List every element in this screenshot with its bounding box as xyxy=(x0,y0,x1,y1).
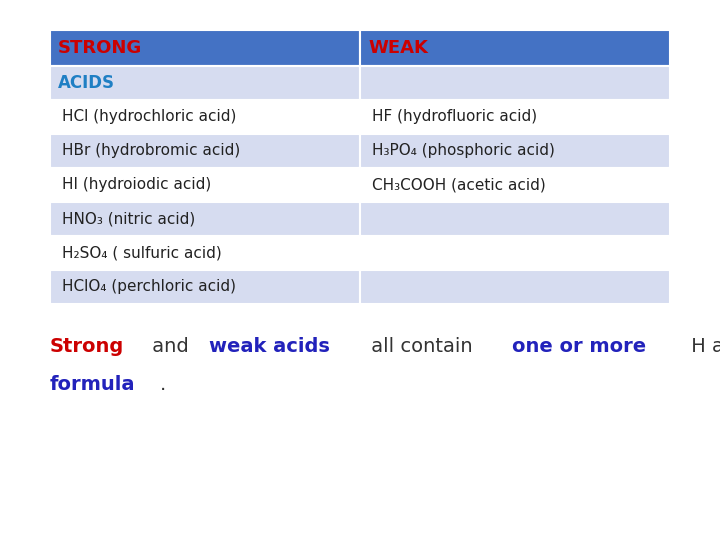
FancyBboxPatch shape xyxy=(50,270,360,304)
Text: weak acids: weak acids xyxy=(209,336,330,355)
Text: H₂SO₄ ( sulfuric acid): H₂SO₄ ( sulfuric acid) xyxy=(62,246,222,260)
FancyBboxPatch shape xyxy=(50,134,360,168)
FancyBboxPatch shape xyxy=(50,236,360,270)
Text: CH₃COOH (acetic acid): CH₃COOH (acetic acid) xyxy=(372,178,546,192)
Text: HF (hydrofluoric acid): HF (hydrofluoric acid) xyxy=(372,110,537,125)
FancyBboxPatch shape xyxy=(50,168,360,202)
FancyBboxPatch shape xyxy=(360,236,670,270)
FancyBboxPatch shape xyxy=(360,168,670,202)
FancyBboxPatch shape xyxy=(50,100,360,134)
Text: one or more: one or more xyxy=(512,336,646,355)
Text: HI (hydroiodic acid): HI (hydroiodic acid) xyxy=(62,178,211,192)
Text: H₃PO₄ (phosphoric acid): H₃PO₄ (phosphoric acid) xyxy=(372,144,555,159)
FancyBboxPatch shape xyxy=(360,202,670,236)
Text: and: and xyxy=(146,336,195,355)
FancyBboxPatch shape xyxy=(360,134,670,168)
Text: HNO₃ (nitric acid): HNO₃ (nitric acid) xyxy=(62,212,195,226)
Text: ACIDS: ACIDS xyxy=(58,74,115,92)
Text: HCl (hydrochloric acid): HCl (hydrochloric acid) xyxy=(62,110,236,125)
FancyBboxPatch shape xyxy=(360,30,670,66)
FancyBboxPatch shape xyxy=(360,66,670,100)
Text: .: . xyxy=(161,375,166,394)
FancyBboxPatch shape xyxy=(50,30,360,66)
FancyBboxPatch shape xyxy=(50,202,360,236)
Text: HBr (hydrobromic acid): HBr (hydrobromic acid) xyxy=(62,144,240,159)
FancyBboxPatch shape xyxy=(360,100,670,134)
Text: WEAK: WEAK xyxy=(368,39,428,57)
Text: HClO₄ (perchloric acid): HClO₄ (perchloric acid) xyxy=(62,280,236,294)
Text: formula: formula xyxy=(50,375,135,394)
Text: all contain: all contain xyxy=(365,336,479,355)
Text: STRONG: STRONG xyxy=(58,39,143,57)
Text: H atoms in their: H atoms in their xyxy=(685,336,720,355)
FancyBboxPatch shape xyxy=(360,270,670,304)
FancyBboxPatch shape xyxy=(50,66,360,100)
Text: Strong: Strong xyxy=(50,336,125,355)
